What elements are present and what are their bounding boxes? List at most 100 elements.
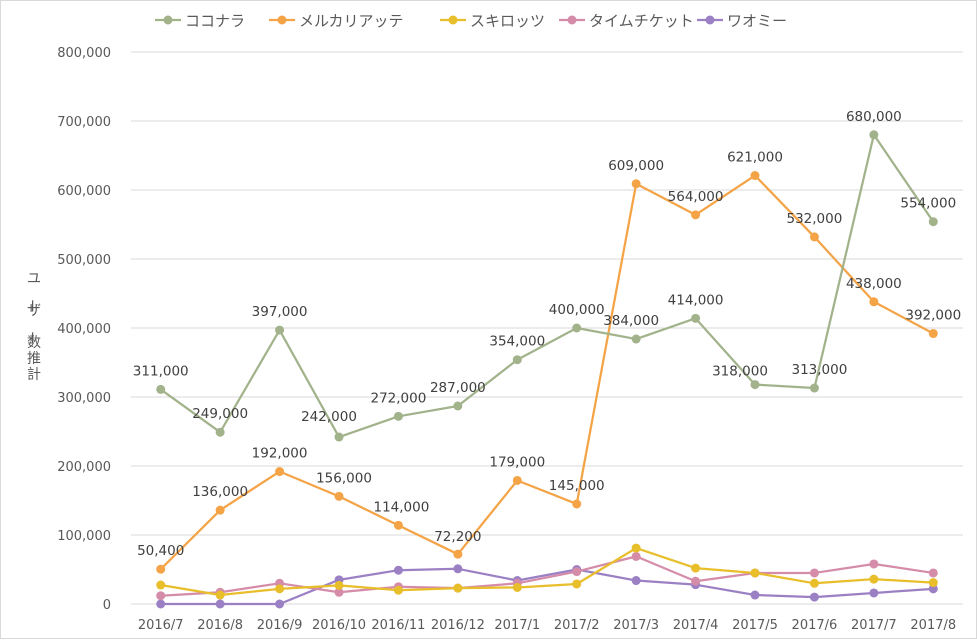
- legend-item-0[interactable]: ココナラ: [155, 12, 245, 30]
- y-tick-label: 400,000: [57, 322, 111, 337]
- series-line: [160, 555, 934, 597]
- data-label: 621,000: [727, 150, 783, 166]
- data-point: [750, 568, 760, 578]
- legend-label: メルカリアッテ: [299, 12, 404, 30]
- x-tick-label: 2016/11: [371, 618, 425, 633]
- legend-item-2[interactable]: スキロッツ: [440, 12, 545, 30]
- data-label: 311,000: [133, 363, 189, 379]
- data-point: [809, 232, 819, 242]
- x-axis-ticks: 2016/7 2016/8 2016/9 2016/10 2016/11 2016/12 2…: [138, 618, 956, 633]
- data-point: [453, 401, 463, 411]
- legend-item-3[interactable]: タイムチケット: [559, 12, 694, 30]
- data-point: [334, 587, 344, 597]
- y-tick-label: 200,000: [57, 460, 111, 475]
- data-point: [869, 130, 879, 140]
- data-point: [928, 578, 938, 588]
- data-point: [453, 564, 463, 574]
- data-label: 114,000: [374, 499, 430, 515]
- data-label: 249,000: [192, 406, 248, 422]
- x-tick-label: 2017/7: [851, 618, 897, 633]
- y-axis-ticks: 0 100,000 200,000 300,000 400,000 500,000 600,…: [57, 46, 111, 613]
- data-point: [869, 574, 879, 584]
- data-point: [275, 599, 285, 609]
- data-label: 145,000: [549, 478, 605, 494]
- data-point: [572, 579, 582, 589]
- data-point: [453, 549, 463, 559]
- series-lines: [156, 130, 938, 609]
- data-point: [334, 580, 344, 590]
- legend-label: ココナラ: [185, 12, 245, 30]
- legend-label: タイムチケット: [589, 12, 694, 30]
- data-point: [631, 179, 641, 189]
- data-label: 242,000: [301, 409, 357, 425]
- data-label: 50,400: [137, 543, 184, 559]
- data-point: [631, 334, 641, 344]
- data-point: [572, 499, 582, 509]
- data-label: 680,000: [846, 109, 902, 125]
- data-labels: 311,000 249,000 397,000 242,000 272,000287,0…: [133, 109, 961, 559]
- series-2: [156, 543, 938, 600]
- data-point: [275, 325, 285, 335]
- data-point: [750, 590, 760, 600]
- x-tick-label: 2017/2: [554, 618, 600, 633]
- legend-marker-icon: [163, 15, 173, 25]
- x-tick-label: 2016/9: [257, 618, 303, 633]
- data-point: [691, 563, 701, 573]
- data-label: 609,000: [608, 158, 664, 174]
- series-line: [160, 133, 935, 439]
- y-tick-label: 0: [103, 598, 111, 613]
- data-point: [809, 578, 819, 588]
- x-tick-label: 2016/12: [431, 618, 485, 633]
- data-point: [809, 592, 819, 602]
- data-label: 354,000: [489, 334, 545, 350]
- data-point: [512, 355, 522, 365]
- x-tick-label: 2017/6: [792, 618, 838, 633]
- data-point: [215, 599, 225, 609]
- data-point: [156, 599, 166, 609]
- data-label: 313,000: [792, 362, 848, 378]
- legend-label: ワオミー: [727, 12, 787, 30]
- data-point: [393, 585, 403, 595]
- x-tick-label: 2017/8: [910, 618, 956, 633]
- data-point: [631, 576, 641, 586]
- data-point: [393, 565, 403, 575]
- data-label: 136,000: [192, 484, 248, 500]
- legend-item-4[interactable]: ワオミー: [697, 12, 787, 30]
- y-axis-title: ユーザー数推計: [23, 271, 41, 383]
- data-point: [393, 520, 403, 530]
- data-label: 318,000: [712, 364, 768, 380]
- x-tick-label: 2017/4: [673, 618, 719, 633]
- y-tick-label: 800,000: [57, 46, 111, 61]
- y-tick-label: 700,000: [57, 115, 111, 130]
- data-point: [156, 384, 166, 394]
- data-point: [809, 383, 819, 393]
- data-point: [572, 567, 582, 577]
- x-tick-label: 2017/5: [732, 618, 778, 633]
- data-point: [334, 432, 344, 442]
- series-line: [159, 174, 934, 571]
- data-point: [631, 543, 641, 553]
- data-point: [156, 591, 166, 601]
- series-1: [156, 171, 938, 574]
- data-point: [750, 171, 760, 181]
- data-point: [215, 590, 225, 600]
- data-label: 192,000: [252, 446, 308, 462]
- data-point: [215, 505, 225, 515]
- data-point: [809, 568, 819, 578]
- legend-marker-icon: [277, 15, 287, 25]
- data-point: [691, 576, 701, 586]
- data-label: 532,000: [787, 211, 843, 227]
- data-point: [928, 329, 938, 339]
- data-point: [750, 380, 760, 390]
- data-point: [275, 584, 285, 594]
- y-axis-title-text: ユーザー数推計: [23, 271, 41, 383]
- x-tick-label: 2016/8: [197, 618, 243, 633]
- legend-item-1[interactable]: メルカリアッテ: [269, 12, 404, 30]
- data-point: [869, 559, 879, 569]
- y-tick-label: 300,000: [57, 391, 111, 406]
- y-tick-label: 100,000: [57, 529, 111, 544]
- legend-marker-icon: [705, 15, 715, 25]
- data-point: [631, 551, 641, 561]
